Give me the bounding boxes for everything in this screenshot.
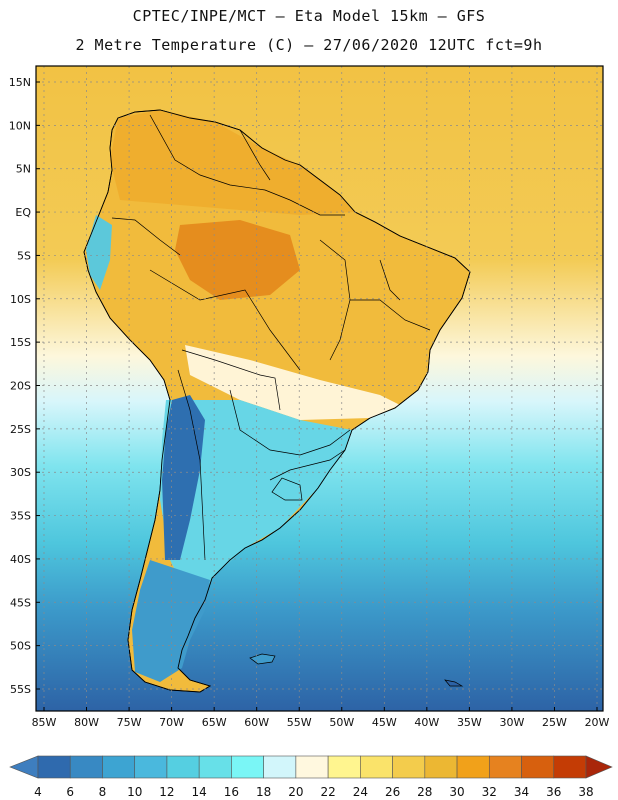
gridlines xyxy=(36,66,603,711)
latitude-labels: 15N 10N 5N EQ 5S 10S 15S 20S 25S 30S 35S 40S 45S 50S 5… xyxy=(9,76,40,696)
colorbar-label: 18 xyxy=(256,785,271,799)
colorbar-label: 22 xyxy=(320,785,335,799)
latitude-label: 55S xyxy=(10,683,31,696)
map-subtitle: 2 Metre Temperature (C) – 27/06/2020 12U… xyxy=(75,36,543,54)
colorbar-label: 16 xyxy=(224,785,239,799)
latitude-label: 5N xyxy=(16,163,31,176)
longitude-label: 25W xyxy=(542,716,567,729)
colorbar-label: 32 xyxy=(482,785,497,799)
latitude-label: 40S xyxy=(10,553,31,566)
zone-amazon-hot xyxy=(175,220,300,300)
colorbar-segment xyxy=(392,755,426,779)
colorbar-label: 24 xyxy=(353,785,368,799)
colorbar-segment xyxy=(553,755,587,779)
longitude-label: 35W xyxy=(457,716,482,729)
longitude-label: 75W xyxy=(117,716,142,729)
colorbar-segment xyxy=(327,755,361,779)
country-borders xyxy=(111,114,431,561)
longitude-label: 50W xyxy=(329,716,354,729)
zone-cool-band xyxy=(185,345,400,420)
latitude-label: 35S xyxy=(10,510,31,523)
latitude-label: 50S xyxy=(10,640,31,653)
south-georgia xyxy=(444,679,464,687)
colorbar-label: 26 xyxy=(385,785,400,799)
latitude-label: 45S xyxy=(10,596,31,609)
colorbar-segment xyxy=(488,755,522,779)
latitude-label: 15S xyxy=(10,336,31,349)
zone-andes xyxy=(162,395,205,560)
map-title: CPTEC/INPE/MCT – Eta Model 15km – GFS xyxy=(132,7,486,25)
colorbar-label: 14 xyxy=(192,785,207,799)
longitude-label: 65W xyxy=(202,716,227,729)
colorbar-segment xyxy=(521,755,555,779)
colorbar-label: 30 xyxy=(449,785,464,799)
colorbar-label: 8 xyxy=(99,785,107,799)
colorbar-label: 28 xyxy=(417,785,432,799)
latitude-label: 10S xyxy=(10,293,31,306)
zone-patagonia xyxy=(132,560,210,682)
colorbar-label: 38 xyxy=(578,785,593,799)
latitude-label: 20S xyxy=(10,380,31,393)
latitude-label: 10N xyxy=(9,119,31,132)
latitude-label: EQ xyxy=(15,206,31,219)
longitude-label: 45W xyxy=(372,716,397,729)
colorbar-high-end xyxy=(585,755,613,779)
colorbar-label: 12 xyxy=(159,785,174,799)
map-frame xyxy=(35,65,604,712)
longitude-label: 40W xyxy=(414,716,439,729)
latitude-label: 25S xyxy=(10,423,31,436)
zone-south xyxy=(160,400,352,600)
colorbar-segment xyxy=(424,755,458,779)
colorbar-low-end xyxy=(9,755,39,779)
longitude-label: 60W xyxy=(244,716,269,729)
latitude-label: 30S xyxy=(10,466,31,479)
colorbar-segment xyxy=(456,755,490,779)
colorbar-segment xyxy=(102,755,136,779)
colorbar-label: 10 xyxy=(127,785,142,799)
colorbar-segment xyxy=(295,755,329,779)
colorbar-segment xyxy=(37,755,71,779)
longitude-label: 30W xyxy=(499,716,524,729)
colorbar-segment xyxy=(263,755,297,779)
colorbar-labels: 4 6 8 10 12 14 16 18 20 22 24 26 28 30 32 34 36 38 xyxy=(34,785,593,799)
longitude-label: 70W xyxy=(159,716,184,729)
zone-north xyxy=(110,110,355,215)
longitude-label: 55W xyxy=(287,716,312,729)
longitude-label: 85W xyxy=(32,716,57,729)
longitude-label: 20W xyxy=(585,716,610,729)
colorbar xyxy=(9,755,613,779)
coastline xyxy=(83,109,471,693)
zone-andes-north xyxy=(86,215,112,290)
latitude-label: 5S xyxy=(17,249,31,262)
colorbar-segment xyxy=(198,755,232,779)
colorbar-segment xyxy=(231,755,264,779)
colorbar-label: 36 xyxy=(546,785,561,799)
colorbar-segment xyxy=(69,755,103,779)
colorbar-segment xyxy=(166,755,200,779)
longitude-label: 80W xyxy=(74,716,99,729)
colorbar-label: 6 xyxy=(66,785,74,799)
latitude-label: 15N xyxy=(9,76,31,89)
falkland-islands xyxy=(249,653,276,665)
longitude-labels: 85W 80W 75W 70W 65W 60W 55W 50W 45W 40W 35W 30W 25W 2… xyxy=(32,707,610,729)
map-area[interactable] xyxy=(36,66,603,711)
colorbar-segment xyxy=(360,755,393,779)
colorbar-segment xyxy=(134,755,168,779)
colorbar-label: 34 xyxy=(514,785,529,799)
colorbar-label: 4 xyxy=(34,785,42,799)
colorbar-label: 20 xyxy=(288,785,303,799)
temperature-zones xyxy=(86,110,400,682)
